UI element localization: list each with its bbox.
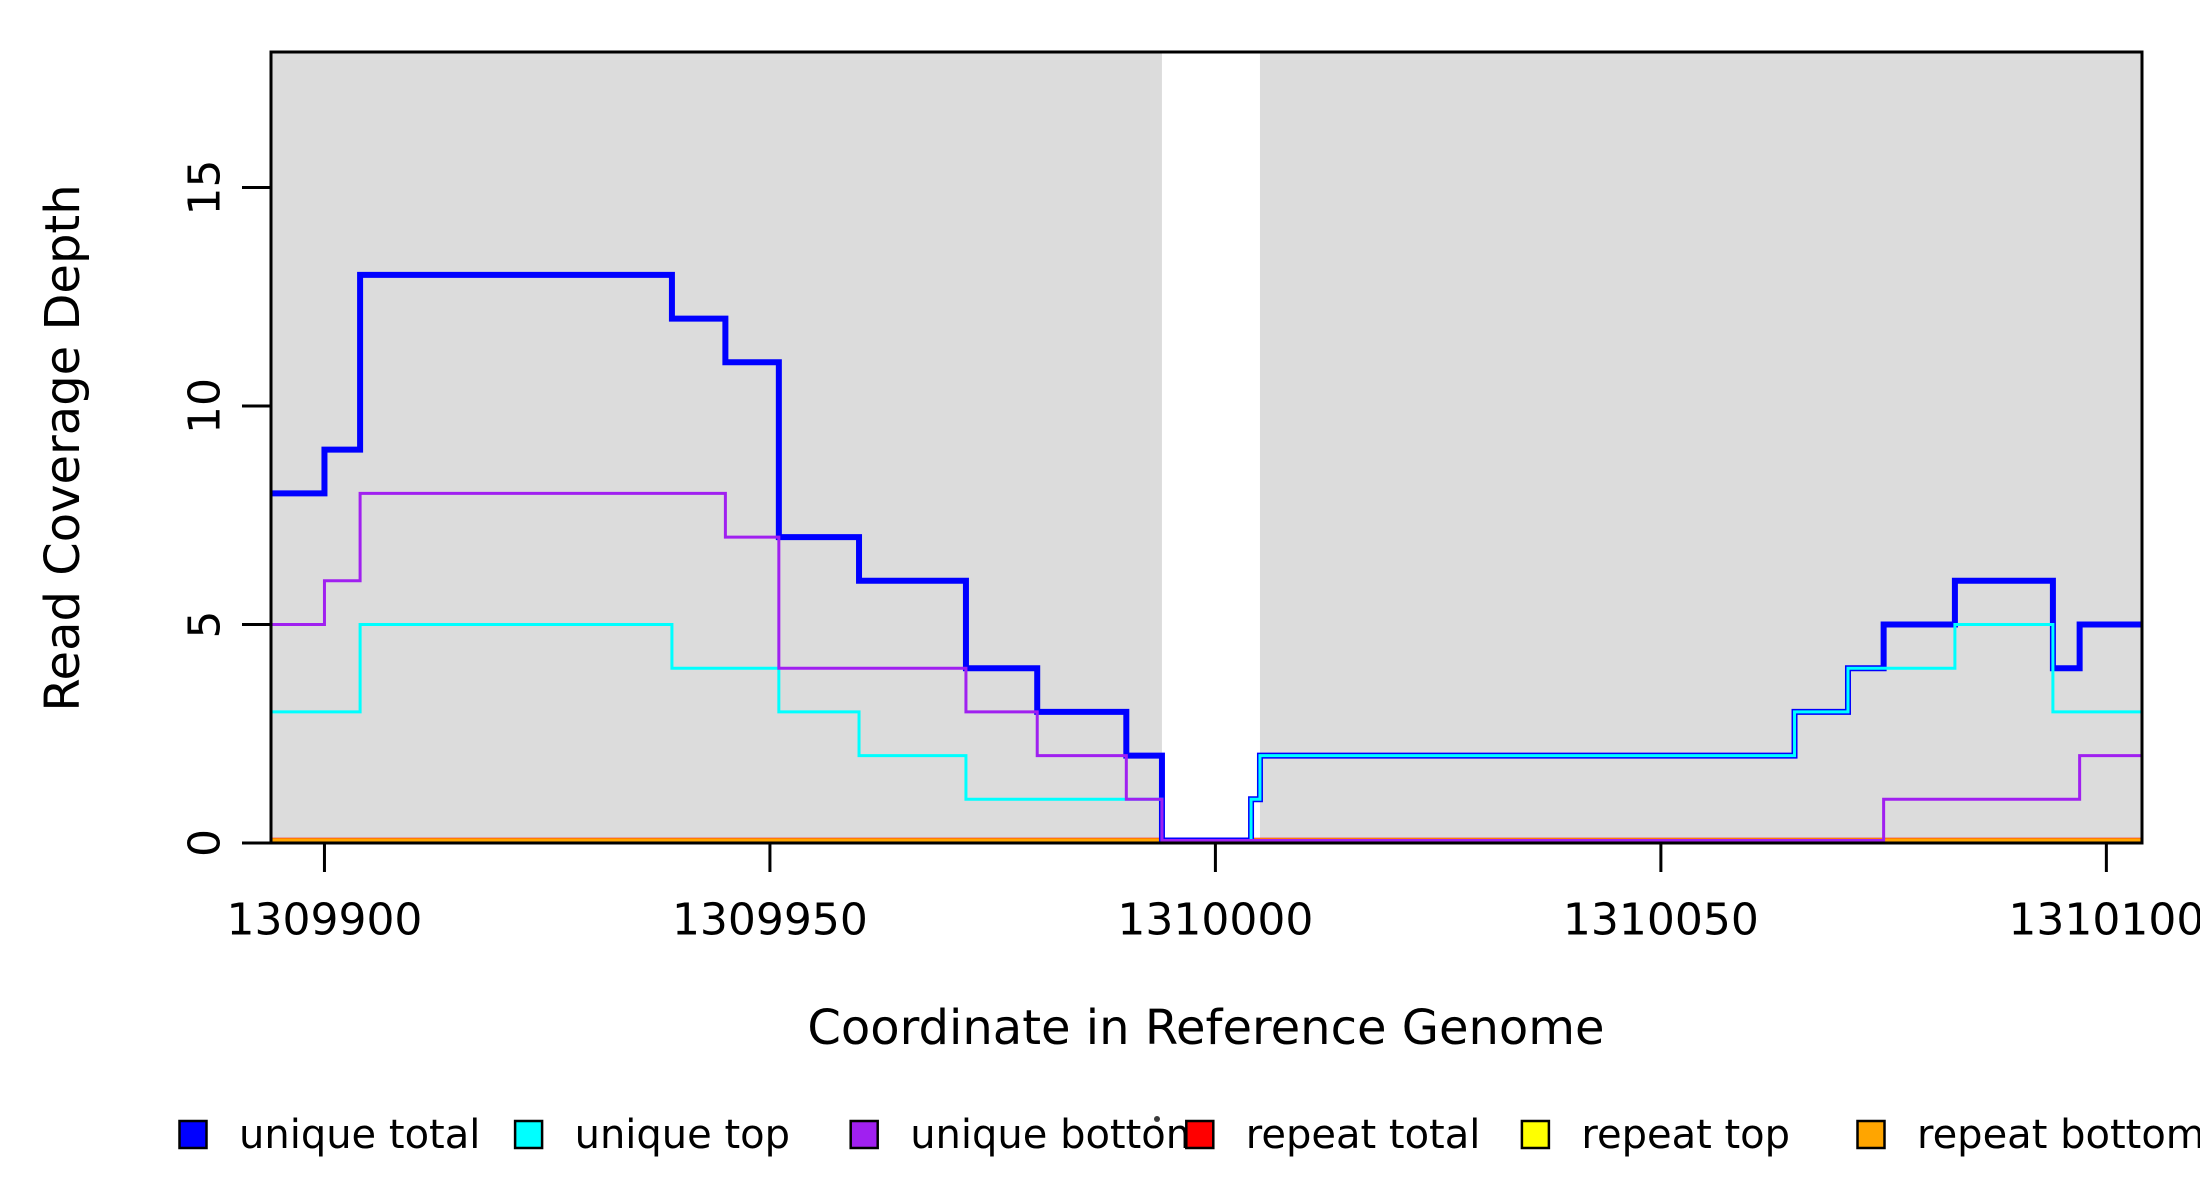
legend-item-repeat-top: repeat top	[1520, 1112, 1790, 1158]
y-tick-label: 5	[180, 610, 231, 638]
series-lines	[271, 271, 2142, 844]
y-tick-label: 10	[180, 378, 231, 434]
legend-label: unique top	[575, 1112, 790, 1158]
series-line-unique-bottom	[271, 491, 2142, 842]
x-tick-label: 1310050	[1563, 895, 1759, 946]
plot-background-bands	[271, 52, 2142, 843]
series-line-unique-total	[271, 271, 2142, 844]
plot-box	[269, 50, 2144, 845]
x-tick-label: 1309950	[672, 895, 868, 946]
shaded-region	[1259, 52, 2142, 843]
legend-label: unique bottom	[910, 1112, 1205, 1158]
y-tick-label: 15	[180, 159, 231, 215]
legend-item-unique-bottom: unique bottom	[849, 1112, 1205, 1158]
plot-border	[269, 50, 2144, 845]
legend-item-unique-total: unique total	[178, 1112, 480, 1158]
legend-label: unique total	[239, 1112, 480, 1158]
x-axis-title: Coordinate in Reference Genome	[807, 1000, 1604, 1056]
legend-swatch	[1185, 1119, 1215, 1150]
legend-item-repeat-total: repeat total	[1185, 1112, 1481, 1158]
legend-swatch	[1856, 1119, 1886, 1150]
x-axis: 1309900 1309950 1310000 1310050 1310100	[226, 844, 2200, 946]
legend-swatch	[849, 1119, 879, 1150]
legend-item-repeat-bottom: repeat bottom	[1856, 1112, 2200, 1158]
legend-swatch	[1520, 1119, 1551, 1150]
y-axis: 0 5 10 15	[180, 159, 270, 857]
chart-legend: unique total unique top unique bottom repea…	[178, 1112, 2200, 1158]
shaded-region	[271, 52, 1162, 843]
x-tick-label: 1310100	[2008, 895, 2200, 946]
x-tick-label: 1310000	[1117, 895, 1313, 946]
y-axis-title: Read Coverage Depth	[35, 184, 91, 711]
x-tick-label: 1309900	[226, 895, 422, 946]
stray-dot	[1154, 1116, 1160, 1122]
legend-swatch	[178, 1119, 208, 1150]
legend-label: repeat bottom	[1917, 1112, 2200, 1158]
legend-label: repeat total	[1246, 1112, 1481, 1158]
legend-label: repeat top	[1581, 1112, 1790, 1158]
y-tick-label: 0	[180, 829, 231, 857]
legend-swatch	[513, 1119, 544, 1150]
legend-item-unique-top: unique top	[513, 1112, 790, 1158]
